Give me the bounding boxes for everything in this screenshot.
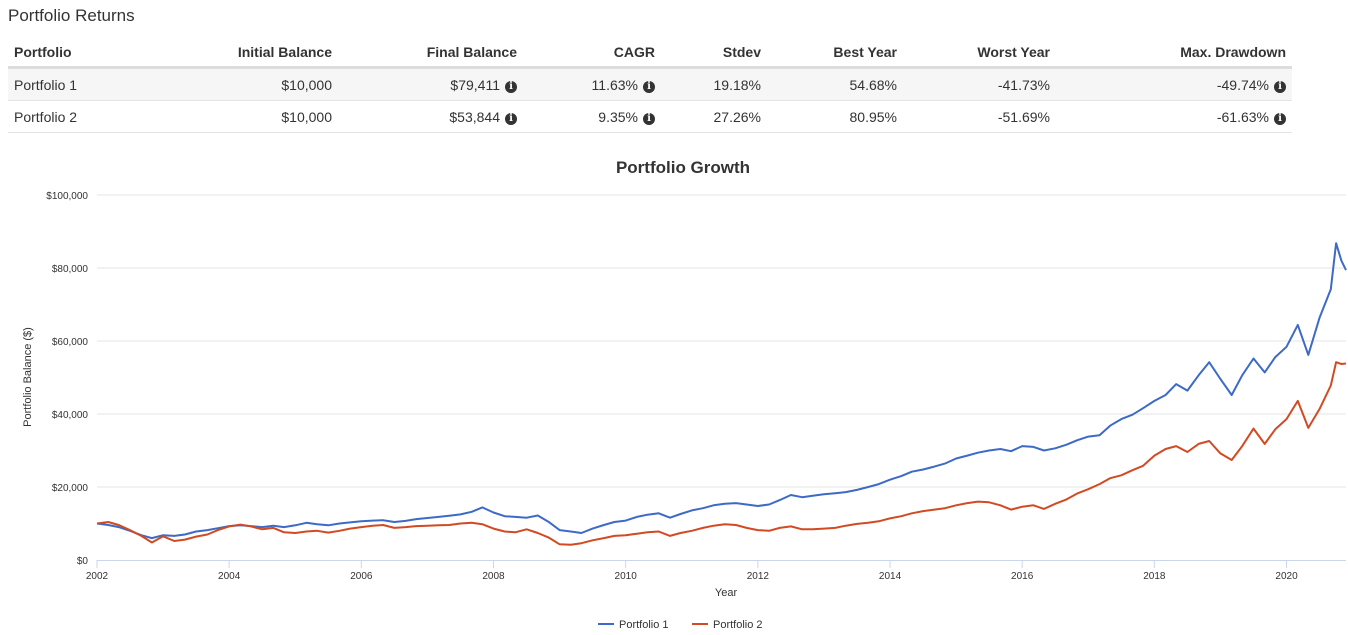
x-tick-label: 2010 [615, 571, 638, 582]
x-tick-label: 2002 [86, 571, 109, 582]
series-line-portfolio-1[interactable] [96, 242, 1347, 540]
column-header-stdev[interactable]: Stdev [661, 38, 767, 69]
y-axis-ticks: $0 $20,000 $40,000 $60,000 $80,000 $100,000 [46, 191, 88, 567]
worst-year: -51.69% [903, 100, 1056, 133]
column-header-max-drawdown[interactable]: Max. Drawdown [1056, 38, 1292, 69]
cagr-cell: 9.35% i [523, 100, 661, 133]
max-drawdown-cell: -49.74% i [1056, 67, 1292, 101]
x-tick-label: 2006 [350, 571, 373, 582]
column-header-worst-year[interactable]: Worst Year [903, 38, 1056, 69]
table-row: Portfolio 2 $10,000 $53,844 i 9.35% i 27.2… [8, 100, 1292, 133]
column-header-initial-balance[interactable]: Initial Balance [118, 38, 338, 69]
info-circle-icon[interactable]: i [643, 112, 655, 125]
worst-year: -41.73% [903, 67, 1056, 101]
column-header-best-year[interactable]: Best Year [767, 38, 903, 69]
cagr: 11.63% [591, 76, 638, 93]
portfolio-name: Portfolio 2 [8, 100, 118, 133]
chart-series [96, 242, 1347, 546]
chart-gridlines [97, 194, 1346, 488]
initial-balance: $10,000 [118, 100, 338, 133]
y-tick-label: $20,000 [52, 483, 89, 494]
x-tick-label: 2016 [1011, 571, 1034, 582]
x-tick-label: 2020 [1275, 571, 1298, 582]
x-tick-label: 2014 [879, 571, 902, 582]
column-header-portfolio[interactable]: Portfolio [8, 38, 118, 69]
column-header-cagr[interactable]: CAGR [523, 38, 661, 69]
legend-item-portfolio-1[interactable]: Portfolio 1 [619, 619, 669, 631]
y-tick-label: $0 [77, 556, 89, 567]
portfolio-name: Portfolio 1 [8, 67, 118, 101]
info-circle-icon[interactable]: i [1274, 80, 1286, 93]
final-balance-cell: $53,844 i [338, 100, 523, 133]
final-balance: $53,844 [449, 108, 500, 125]
final-balance: $79,411 [450, 76, 500, 93]
page-title: Portfolio Returns [8, 6, 135, 25]
y-tick-label: $60,000 [52, 337, 89, 348]
chart-title: Portfolio Growth [615, 158, 751, 177]
info-circle-icon[interactable]: i [643, 80, 655, 93]
x-tick-label: 2012 [747, 571, 770, 582]
max-drawdown-cell: -61.63% i [1056, 100, 1292, 133]
cagr-cell: 11.63% i [523, 67, 661, 101]
initial-balance: $10,000 [118, 67, 338, 101]
table-header-row: Portfolio Initial Balance Final Balance … [8, 38, 1292, 69]
series-line-portfolio-2[interactable] [96, 361, 1347, 546]
portfolio-returns-table: Portfolio Initial Balance Final Balance … [8, 38, 1292, 133]
best-year: 54.68% [767, 67, 903, 101]
cagr: 9.35% [598, 108, 638, 125]
info-circle-icon[interactable]: i [505, 112, 517, 125]
x-tick-label: 2018 [1143, 571, 1166, 582]
info-circle-icon[interactable]: i [505, 80, 517, 93]
y-axis-title: Portfolio Balance ($) [22, 327, 34, 427]
stdev: 27.26% [661, 100, 767, 133]
y-tick-label: $80,000 [52, 264, 89, 275]
column-header-final-balance[interactable]: Final Balance [338, 38, 523, 69]
max-drawdown: -49.74% [1216, 76, 1269, 93]
table-row: Portfolio 1 $10,000 $79,411 i 11.63% i 19.… [8, 67, 1292, 101]
info-circle-icon[interactable]: i [1274, 112, 1286, 125]
x-tick-label: 2008 [482, 571, 505, 582]
stdev: 19.18% [661, 67, 767, 101]
legend-item-portfolio-2[interactable]: Portfolio 2 [713, 619, 763, 631]
y-tick-label: $40,000 [52, 410, 89, 421]
best-year: 80.95% [767, 100, 903, 133]
max-drawdown: -61.63% [1216, 108, 1269, 125]
chart-legend: Portfolio 1 Portfolio 2 [598, 619, 763, 631]
x-tick-label: 2004 [218, 571, 241, 582]
y-tick-label: $100,000 [46, 191, 88, 202]
x-axis: 2002 2004 2006 2008 2010 2012 2014 2016 2018 2020 [86, 560, 1346, 582]
x-axis-title: Year [715, 587, 738, 599]
final-balance-cell: $79,411 i [338, 67, 523, 101]
